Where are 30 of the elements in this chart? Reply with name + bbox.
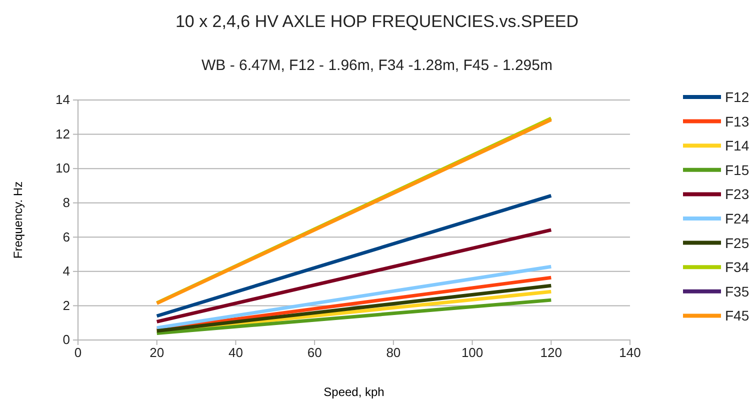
x-tick-label: 140 xyxy=(619,345,641,360)
chart-title: 10 x 2,4,6 HV AXLE HOP FREQUENCIES.vs.SPEED xyxy=(175,12,579,31)
y-tick-label: 8 xyxy=(62,195,70,210)
legend-label: F25 xyxy=(725,234,750,251)
y-tick-label: 10 xyxy=(56,160,70,176)
legend-label: F34 xyxy=(725,259,750,276)
x-tick-label: 0 xyxy=(74,345,82,360)
x-tick-label: 100 xyxy=(461,345,484,360)
x-tick-label: 40 xyxy=(228,345,243,360)
y-tick-label: 14 xyxy=(56,92,70,108)
legend-label: F23 xyxy=(725,186,750,202)
x-tick-label: 20 xyxy=(150,345,164,360)
legend-label: F12 xyxy=(725,89,750,105)
x-tick-label: 80 xyxy=(386,345,401,360)
y-tick-label: 4 xyxy=(62,264,70,279)
y-tick-label: 0 xyxy=(62,332,70,348)
legend-label: F13 xyxy=(725,113,750,130)
y-tick-label: 6 xyxy=(62,229,70,244)
legend-label: F24 xyxy=(725,210,750,226)
y-axis-title: Frequency. Hz xyxy=(11,181,25,259)
legend-label: F15 xyxy=(725,162,750,178)
x-tick-label: 60 xyxy=(307,345,322,360)
chart-subtitle: WB - 6.47M, F12 - 1.96m, F34 -1.28m, F45 - 1.295m xyxy=(202,57,552,74)
y-tick-label: 2 xyxy=(62,298,70,313)
legend-label: F14 xyxy=(725,138,750,154)
x-tick-label: 120 xyxy=(540,345,562,360)
legend-label: F35 xyxy=(725,283,750,300)
x-axis-title: Speed, kph xyxy=(324,385,384,399)
legend-label: F45 xyxy=(725,308,750,324)
y-tick-label: 12 xyxy=(56,126,70,142)
